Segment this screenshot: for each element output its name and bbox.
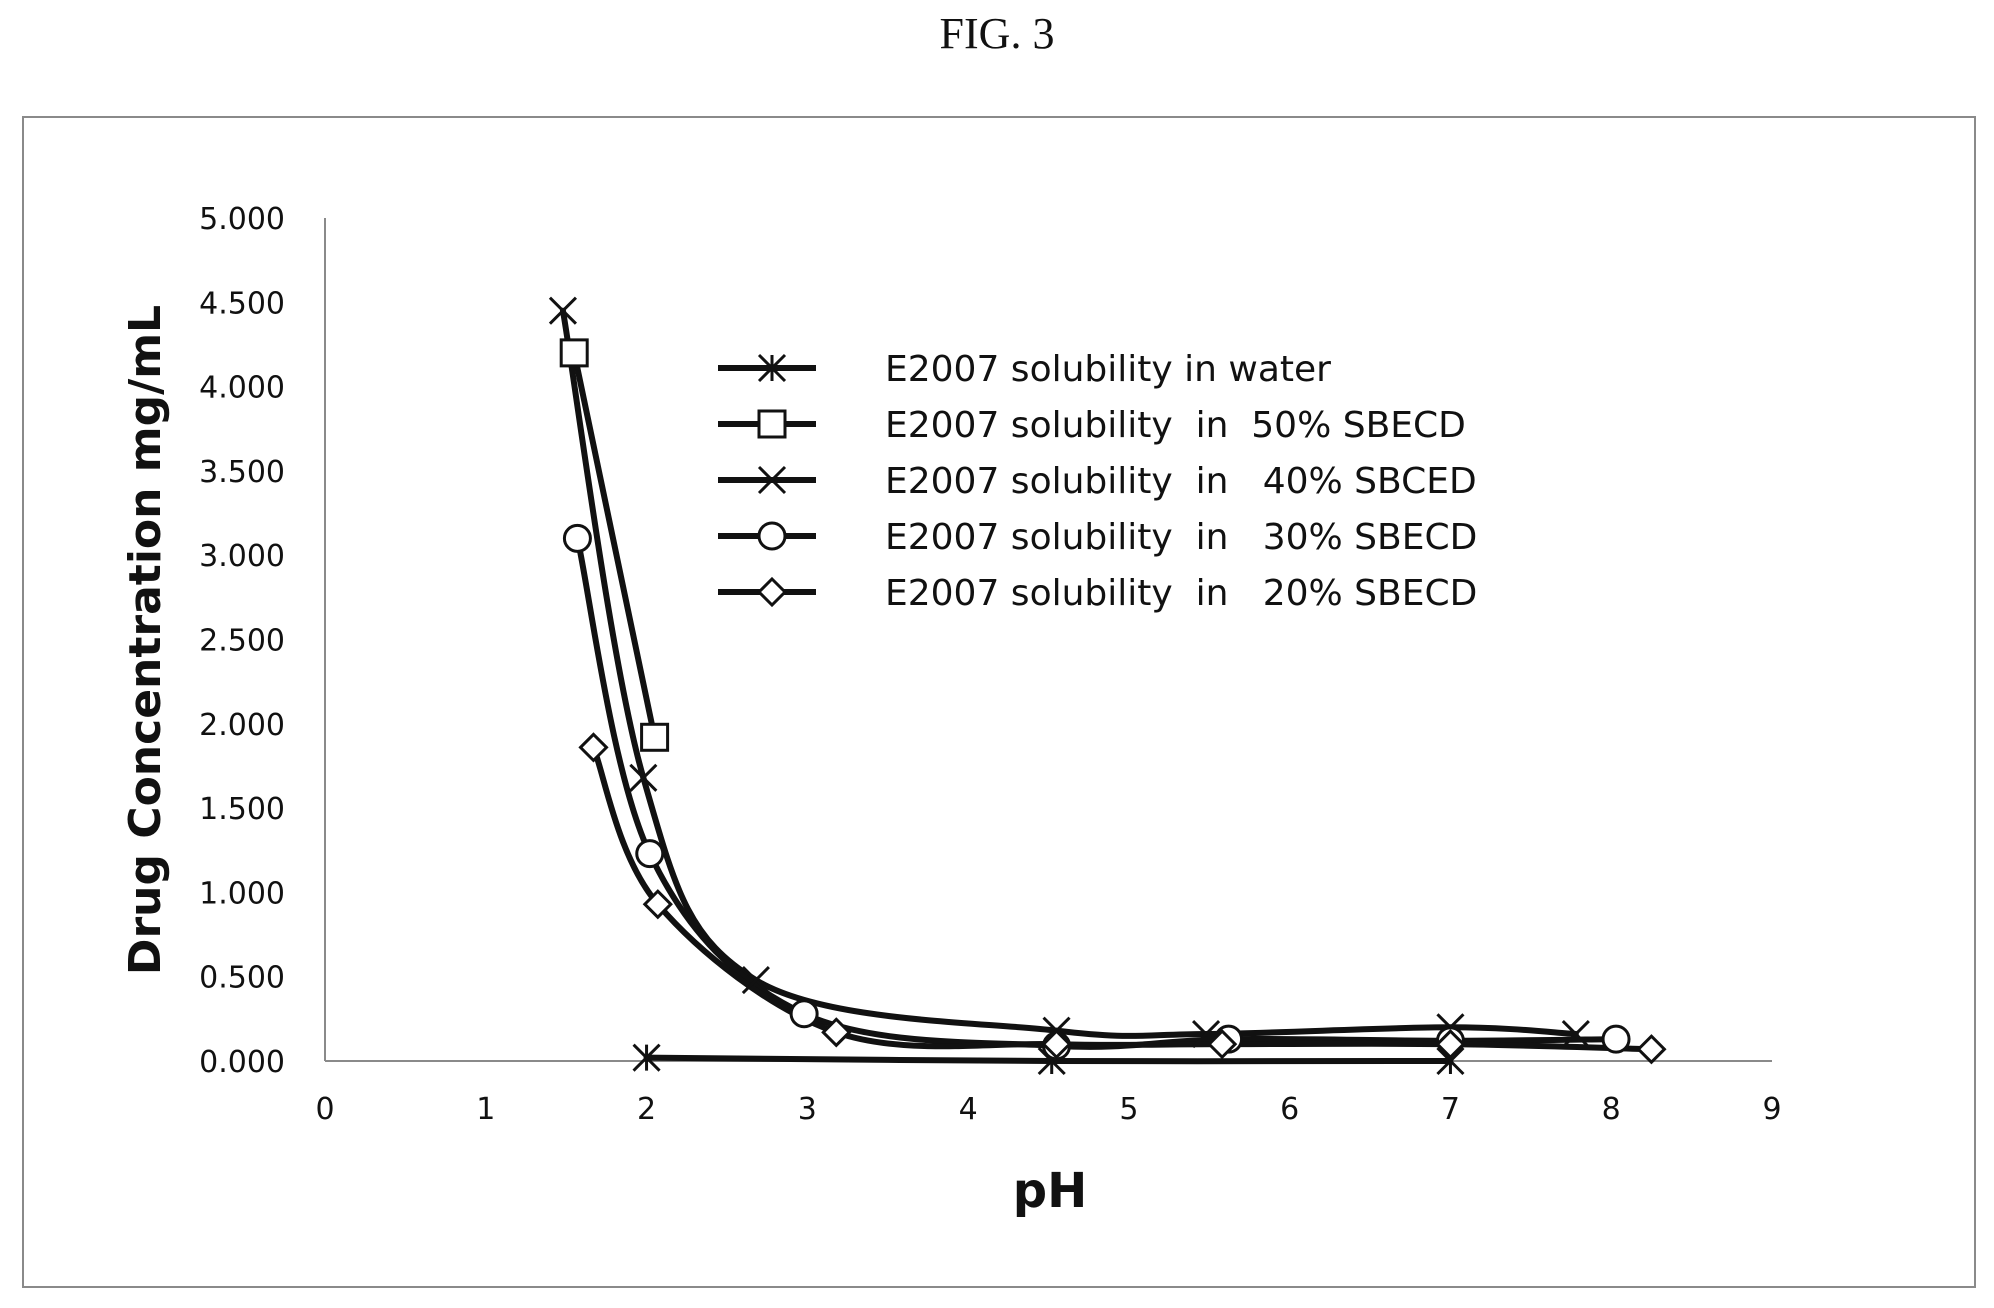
data-point-diamond <box>578 732 609 763</box>
data-point-diamond <box>1435 1029 1466 1060</box>
legend-label: E2007 solubility in 40% SBCED <box>885 461 1477 502</box>
data-point-x <box>548 296 578 325</box>
x-tick-label: 6 <box>1280 1092 1299 1127</box>
legend-item: E2007 solubility in water <box>718 349 1331 390</box>
y-tick-label: 5.000 <box>199 202 285 237</box>
legend-marker-square <box>757 409 787 439</box>
y-axis-title: Drug Concentration mg/mL <box>120 305 171 975</box>
data-point-diamond <box>1041 1029 1072 1060</box>
y-tick-label: 4.000 <box>199 371 285 406</box>
y-tick-label: 1.500 <box>199 792 285 827</box>
x-tick-label: 8 <box>1602 1092 1621 1127</box>
x-tick-label: 3 <box>798 1092 817 1127</box>
data-point-diamond <box>1207 1029 1238 1060</box>
data-point-diamond <box>821 1017 852 1048</box>
y-tick-label: 1.000 <box>199 876 285 911</box>
legend-label: E2007 solubility in 20% SBECD <box>885 573 1477 614</box>
data-point-circle <box>635 839 665 869</box>
legend-marker-asterisk <box>757 353 787 383</box>
legend-label: E2007 solubility in 50% SBECD <box>885 405 1466 446</box>
legend-item: E2007 solubility in 30% SBECD <box>718 517 1477 558</box>
data-point-asterisk <box>632 1043 661 1072</box>
x-tick-label: 0 <box>315 1092 334 1127</box>
data-point-diamond <box>1636 1034 1667 1065</box>
y-tick-label: 0.500 <box>199 961 285 996</box>
y-tick-label: 2.500 <box>199 624 285 659</box>
legend-marker-diamond <box>756 576 788 608</box>
x-tick-label: 4 <box>959 1092 978 1127</box>
y-tick-label: 2.000 <box>199 708 285 743</box>
data-point-circle <box>562 523 592 553</box>
legend: E2007 solubility in water E2007 solubilit… <box>718 349 1477 614</box>
series-line-3 <box>559 307 1579 1039</box>
y-tick-label: 0.000 <box>199 1045 285 1080</box>
data-point-x <box>1561 1019 1590 1049</box>
data-point-square <box>559 338 589 368</box>
legend-item: E2007 solubility in 40% SBCED <box>718 461 1477 502</box>
data-point-circle <box>1601 1024 1631 1054</box>
y-tick-label: 3.000 <box>199 539 285 574</box>
data-point-x <box>629 763 658 792</box>
x-axis-title: pH <box>1013 1163 1088 1219</box>
data-point-x <box>741 966 770 995</box>
legend-marker-x <box>757 465 787 495</box>
series-line-5 <box>590 744 1655 1053</box>
x-tick-label: 7 <box>1441 1092 1460 1127</box>
chart-area-border <box>22 116 1976 1288</box>
y-tick-label: 4.500 <box>199 286 285 321</box>
axes: 0.000 0.500 1.000 1.500 2.000 2.500 3.000 3.500… <box>199 202 1781 1127</box>
legend-item: E2007 solubility in 50% SBECD <box>718 405 1466 446</box>
y-tick-label: 3.500 <box>199 455 285 490</box>
series-line-2 <box>571 349 658 741</box>
x-tick-label: 9 <box>1762 1092 1781 1127</box>
legend-label: E2007 solubility in 30% SBECD <box>885 517 1477 558</box>
legend-item: E2007 solubility in 20% SBECD <box>718 573 1477 614</box>
legend-label: E2007 solubility in water <box>885 349 1331 390</box>
data-point-circle <box>789 999 819 1029</box>
figure-label: FIG. 3 <box>939 9 1055 58</box>
x-tick-label: 1 <box>476 1092 495 1127</box>
data-point-diamond <box>642 889 673 920</box>
data-point-square <box>640 722 670 752</box>
x-tick-label: 5 <box>1119 1092 1138 1127</box>
x-tick-label: 2 <box>637 1092 656 1127</box>
series-markers <box>548 296 1667 1076</box>
legend-marker-circle <box>757 521 787 551</box>
